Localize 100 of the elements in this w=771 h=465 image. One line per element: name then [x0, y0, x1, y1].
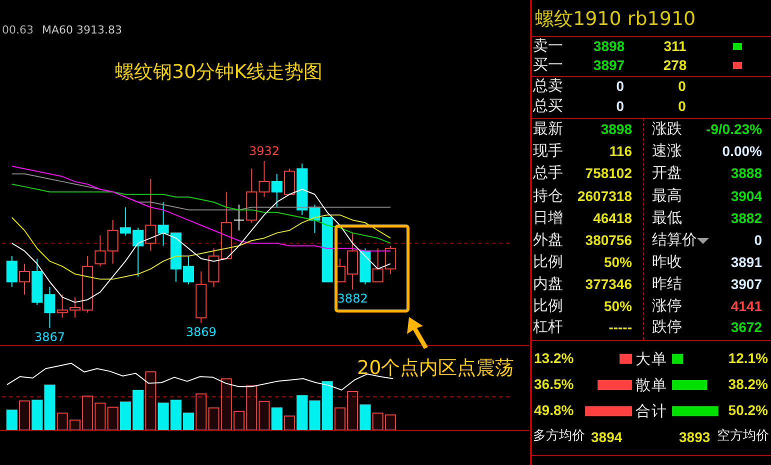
text: 比例 [533, 296, 563, 315]
bar [258, 400, 270, 430]
text: 0 [616, 78, 624, 94]
text: 2607318 [577, 188, 632, 204]
bar [69, 420, 80, 430]
bar [234, 410, 244, 430]
candlestick [6, 256, 18, 288]
text: 758102 [585, 164, 632, 182]
data-label: 13.2% [534, 350, 574, 366]
bar [145, 371, 156, 430]
text: 380756 [585, 232, 632, 248]
text: 涨跌 [652, 119, 682, 138]
bar [220, 378, 232, 430]
y-tick-label: 计 [652, 402, 666, 420]
text: 昨收 [652, 252, 682, 271]
text: 总卖 [533, 76, 563, 95]
candlestick [271, 173, 282, 208]
text: 3904 [730, 188, 762, 204]
text: 卖一 [533, 36, 563, 55]
text: 3893 [679, 428, 710, 446]
bar [107, 406, 118, 430]
data-label: 36.5% [534, 376, 574, 392]
text: 116 [609, 142, 632, 160]
bar [347, 391, 358, 430]
text: 买一 [533, 55, 563, 74]
text: 00.63 [2, 24, 34, 38]
text: 3897 [593, 56, 625, 74]
text: 结算价 [652, 230, 697, 249]
text: 总手 [533, 163, 563, 182]
text: 50% [604, 298, 632, 314]
y-tick-label: 单 [652, 376, 666, 394]
text: 4141 [730, 298, 762, 314]
text: 0 [678, 98, 686, 114]
annotation: 3882 [337, 291, 368, 306]
y-tick-label: 大 [636, 350, 650, 368]
text: 跌停 [652, 317, 682, 336]
bar [94, 402, 106, 430]
candlestick [107, 220, 118, 264]
data-label: 49.8% [534, 402, 574, 418]
chart-title: 螺纹钢30分钟K线走势图 [115, 61, 323, 84]
text: 内盘 [533, 274, 563, 293]
text: 311 [664, 38, 686, 54]
data-label: 50.2% [728, 402, 769, 418]
text: 外盘 [533, 230, 563, 249]
candlestick [234, 204, 244, 231]
y-tick-label: 单 [652, 350, 666, 368]
text: ----- [608, 318, 632, 336]
candlestick [94, 235, 106, 267]
text: 3898 [600, 120, 632, 138]
bar [271, 407, 282, 430]
text: 涨停 [652, 296, 682, 315]
text: 3894 [591, 428, 622, 446]
text: 速涨 [652, 141, 682, 160]
text: 空方均价 [717, 428, 769, 444]
text: 0 [616, 98, 624, 114]
text: 现手 [533, 141, 563, 160]
candlestick [284, 168, 295, 195]
text: 3888 [730, 164, 762, 182]
text: 3898 [593, 38, 625, 54]
text: 50% [604, 254, 632, 270]
text: -9/0.23% [706, 120, 762, 138]
y-tick-label: 合 [636, 402, 650, 420]
text: 46418 [593, 210, 632, 226]
y-tick-label: 散 [636, 376, 650, 394]
text: 377346 [585, 276, 632, 292]
text: 0.00% [722, 142, 762, 160]
text: 0 [754, 232, 762, 248]
annotation: 3932 [248, 144, 280, 158]
bar [360, 404, 371, 430]
text: 最低 [652, 208, 682, 227]
annotation: 20个点内区点震荡 [357, 357, 514, 380]
bar [18, 400, 30, 430]
bar [196, 393, 207, 430]
text: 昨结 [652, 274, 682, 293]
bar [334, 407, 346, 430]
text: 3891 [730, 254, 762, 270]
annotation: 3869 [186, 324, 216, 339]
annotation: 3867 [34, 330, 65, 344]
bar [372, 412, 384, 430]
text: 杠杆 [533, 317, 563, 336]
text: MA60 3913.83 [42, 24, 122, 38]
bar [56, 412, 68, 430]
text: 最新 [533, 119, 563, 138]
bar [322, 381, 333, 430]
text: 3907 [730, 276, 762, 292]
text: 多方均价 [533, 428, 585, 444]
bar [284, 416, 295, 430]
bar [208, 407, 220, 430]
bar [384, 414, 396, 430]
candlestick [18, 263, 30, 296]
bar [246, 385, 258, 430]
text: 螺纹1910 rb1910 [535, 8, 696, 31]
text: 最高 [652, 186, 682, 205]
candlestick [145, 178, 156, 252]
data-label: 12.1% [728, 350, 769, 366]
text: 比例 [533, 252, 563, 271]
text: 日增 [533, 208, 563, 227]
text: 持仓 [533, 186, 563, 205]
text: 278 [663, 56, 687, 74]
text: 开盘 [652, 163, 682, 182]
